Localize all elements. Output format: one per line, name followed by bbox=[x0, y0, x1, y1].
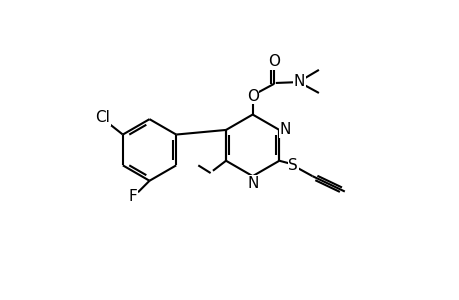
Text: O: O bbox=[268, 54, 280, 69]
Text: S: S bbox=[288, 158, 297, 173]
Text: O: O bbox=[246, 88, 258, 104]
Text: N: N bbox=[279, 122, 291, 137]
Text: N: N bbox=[246, 176, 258, 190]
Text: Cl: Cl bbox=[95, 110, 110, 125]
Text: N: N bbox=[293, 74, 305, 89]
Text: F: F bbox=[129, 189, 137, 204]
